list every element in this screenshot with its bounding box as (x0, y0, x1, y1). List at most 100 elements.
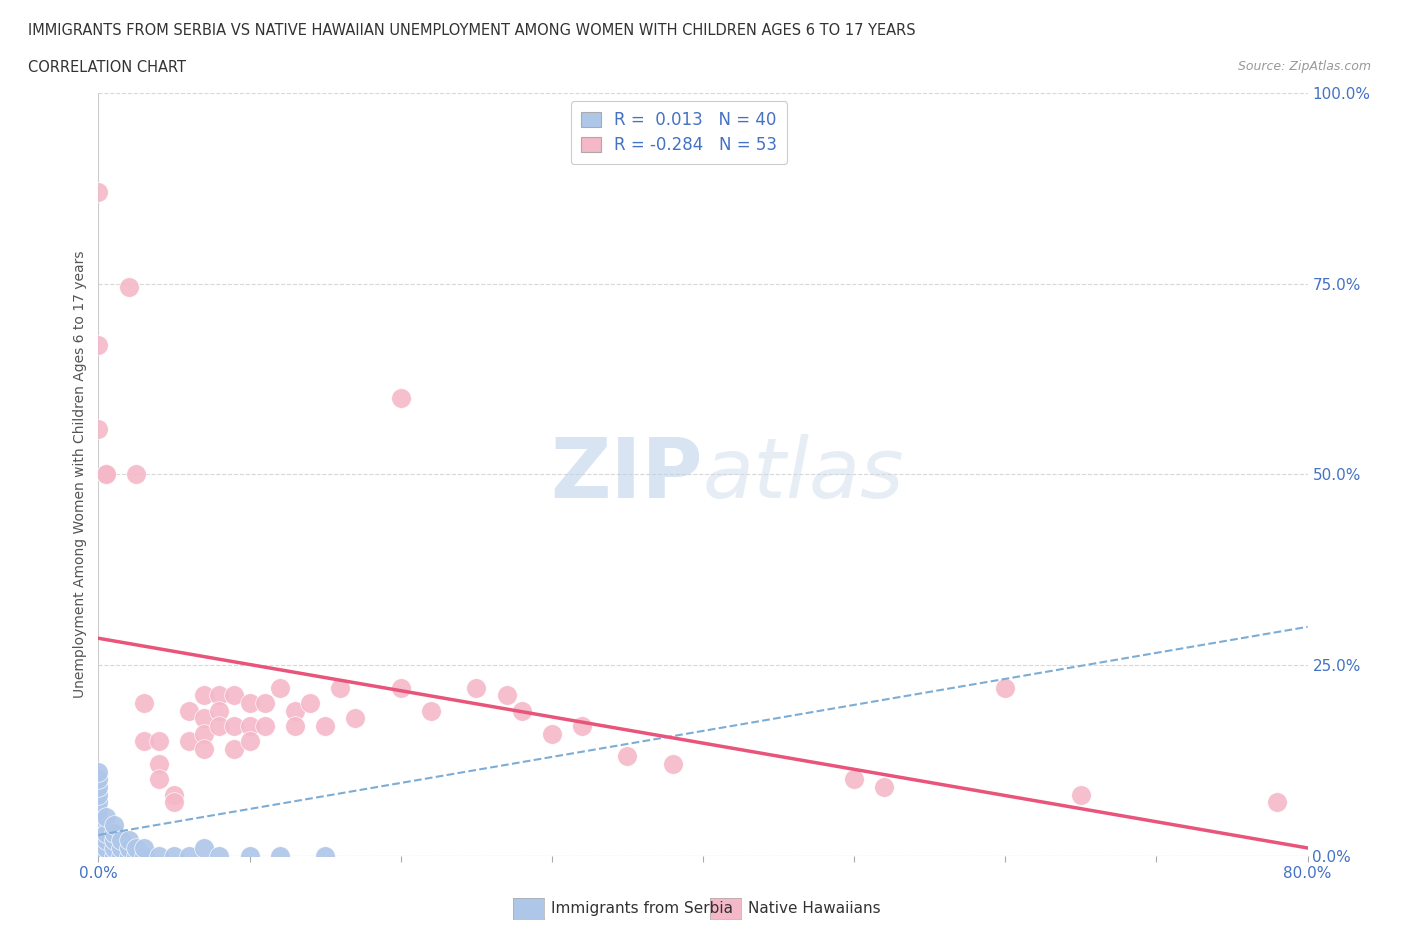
Point (125, 467, 148, 482)
Point (616, 749, 638, 764)
Point (125, 841, 148, 856)
Point (94, 467, 117, 482)
Point (239, 719, 262, 734)
Point (1070, 787, 1092, 802)
Point (495, 688, 517, 703)
Point (193, 688, 215, 703)
Point (87, 764, 110, 779)
Point (253, 719, 276, 734)
Point (344, 711, 367, 725)
Point (94, 467, 117, 482)
Point (1267, 795, 1289, 810)
Point (179, 848, 201, 863)
Point (132, 841, 155, 856)
Point (389, 391, 412, 405)
Point (661, 757, 683, 772)
Point (314, 848, 336, 863)
Point (87, 421, 110, 436)
Point (193, 741, 215, 756)
Point (571, 719, 593, 734)
Point (224, 688, 246, 703)
Point (193, 726, 215, 741)
Point (239, 696, 262, 711)
Point (103, 817, 125, 832)
Point (118, 833, 141, 848)
Point (87, 338, 110, 352)
Point (94, 825, 117, 840)
Point (118, 280, 141, 295)
Point (284, 719, 307, 734)
Point (208, 703, 231, 718)
Legend: R =  0.013   N = 40, R = -0.284   N = 53: R = 0.013 N = 40, R = -0.284 N = 53 (571, 101, 787, 164)
Point (994, 681, 1017, 696)
Point (87, 185, 110, 200)
Point (132, 848, 155, 863)
Point (179, 734, 201, 749)
Point (94, 841, 117, 856)
Point (110, 841, 132, 856)
Text: CORRELATION CHART: CORRELATION CHART (28, 60, 186, 75)
Point (284, 703, 307, 718)
Point (208, 848, 231, 863)
Point (103, 833, 125, 848)
Point (163, 787, 186, 802)
Point (239, 734, 262, 749)
Point (193, 841, 215, 856)
Point (329, 681, 352, 696)
Point (87, 833, 110, 848)
Point (540, 726, 562, 741)
Point (239, 848, 262, 863)
Point (193, 711, 215, 725)
Point (269, 681, 291, 696)
Point (87, 787, 110, 802)
Point (253, 696, 276, 711)
Point (94, 810, 117, 825)
Point (87, 825, 110, 840)
Y-axis label: Unemployment Among Women with Children Ages 6 to 17 years: Unemployment Among Women with Children A… (73, 250, 87, 698)
Point (420, 703, 443, 718)
Point (87, 803, 110, 817)
Point (148, 848, 170, 863)
Text: Immigrants from Serbia: Immigrants from Serbia (551, 901, 733, 916)
Point (163, 795, 186, 810)
Point (87, 810, 110, 825)
Point (87, 848, 110, 863)
Point (94, 833, 117, 848)
Text: IMMIGRANTS FROM SERBIA VS NATIVE HAWAIIAN UNEMPLOYMENT AMONG WOMEN WITH CHILDREN: IMMIGRANTS FROM SERBIA VS NATIVE HAWAIIA… (28, 23, 915, 38)
Point (873, 779, 896, 794)
Point (269, 848, 291, 863)
Point (118, 841, 141, 856)
Point (299, 696, 322, 711)
Point (132, 734, 155, 749)
Point (87, 779, 110, 794)
Point (103, 848, 125, 863)
Point (103, 825, 125, 840)
Point (87, 817, 110, 832)
Point (94, 848, 117, 863)
Point (224, 741, 246, 756)
Point (125, 848, 148, 863)
Point (314, 719, 336, 734)
Text: ZIP: ZIP (551, 433, 703, 515)
Point (118, 848, 141, 863)
Point (87, 841, 110, 856)
Point (110, 833, 132, 848)
Point (208, 719, 231, 734)
Point (87, 795, 110, 810)
Point (110, 848, 132, 863)
Point (465, 681, 488, 696)
Point (148, 757, 170, 772)
Text: Native Hawaiians: Native Hawaiians (748, 901, 880, 916)
Point (179, 703, 201, 718)
Point (148, 772, 170, 787)
Point (844, 772, 866, 787)
Point (163, 848, 186, 863)
Point (389, 681, 412, 696)
Point (208, 688, 231, 703)
Text: Source: ZipAtlas.com: Source: ZipAtlas.com (1237, 60, 1371, 73)
Point (224, 719, 246, 734)
Point (132, 696, 155, 711)
Point (103, 841, 125, 856)
Point (510, 703, 533, 718)
Point (148, 734, 170, 749)
